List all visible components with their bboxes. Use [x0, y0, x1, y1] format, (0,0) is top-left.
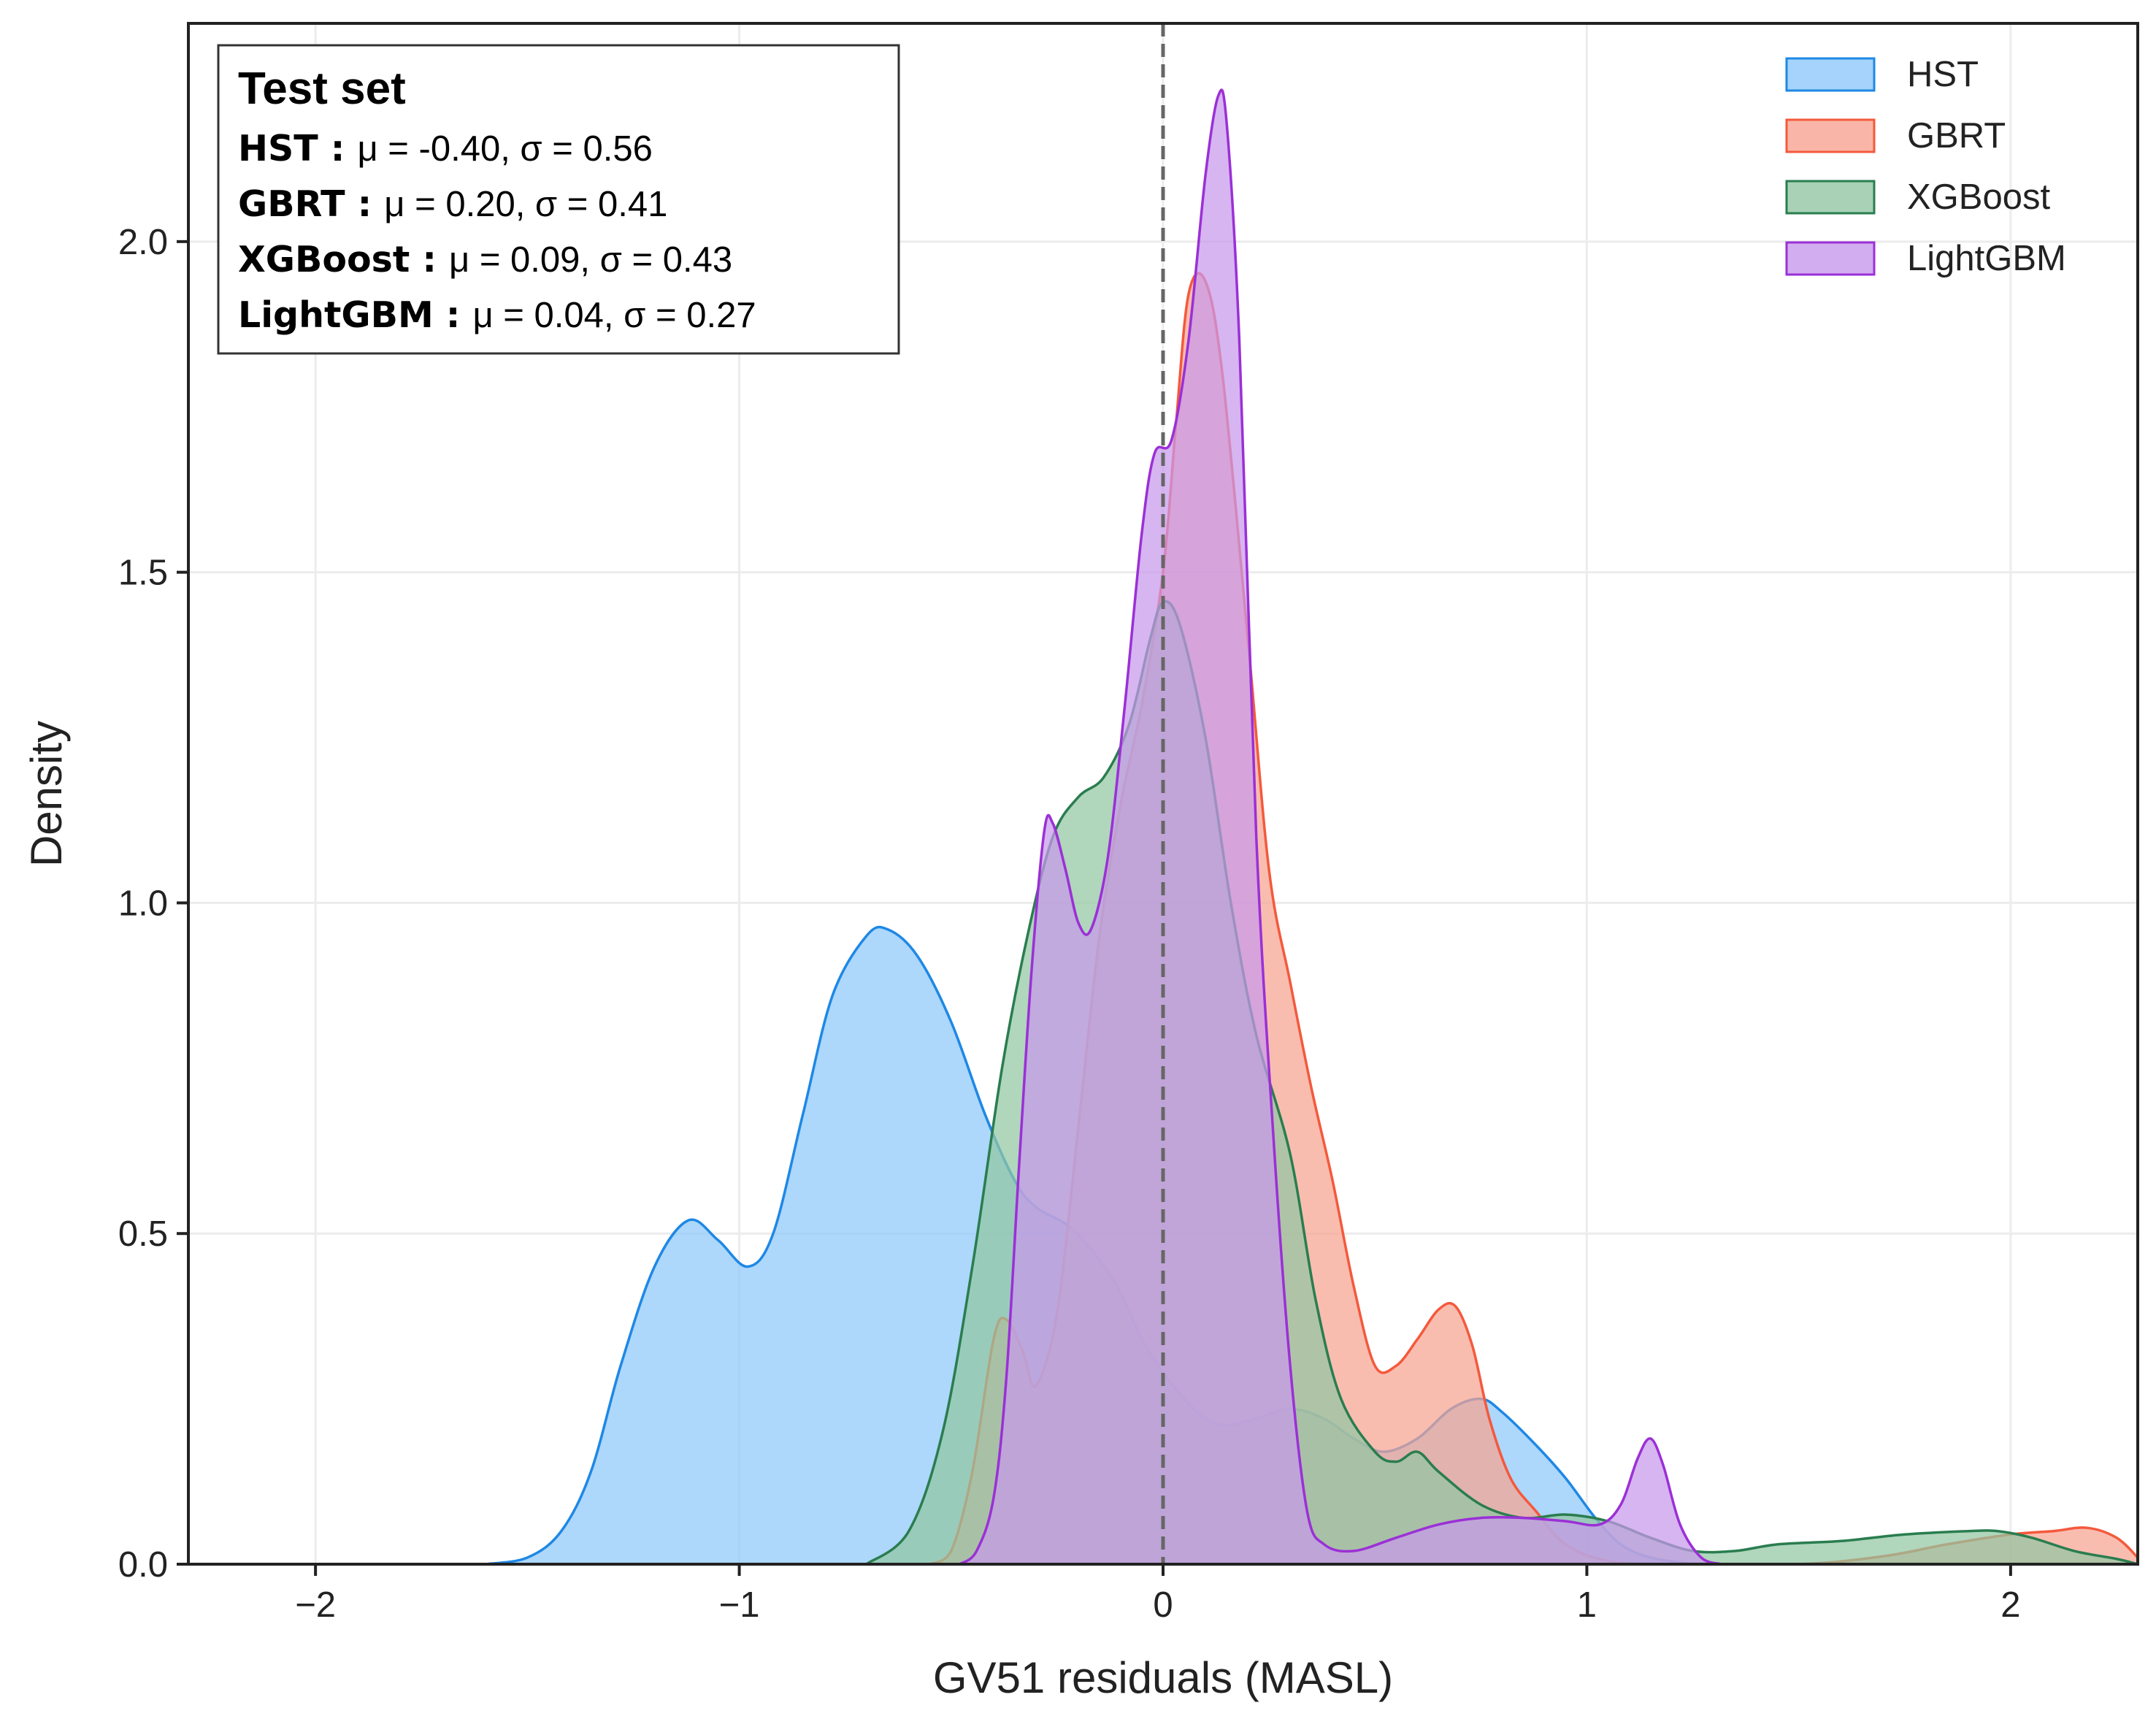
legend-label-xgboost: XGBoost — [1907, 177, 2050, 217]
legend-swatch-gbrt — [1785, 118, 1876, 153]
x-tick-label-4: 2 — [2000, 1585, 2020, 1625]
x-tick-label-0: −2 — [295, 1585, 336, 1625]
stats-box-frame — [217, 44, 900, 355]
legend-label-lightgbm: LightGBM — [1907, 239, 2066, 278]
y-axis: 0.0 0.5 1.0 1.5 2.0 — [118, 223, 188, 1585]
series-areas — [485, 88, 2139, 1566]
y-axis-title: Density — [22, 721, 71, 867]
stats-row-2: XGBoost : μ = 0.09, σ = 0.43 — [238, 239, 732, 280]
stats-row-values: μ = -0.40, σ = 0.56 — [357, 129, 652, 169]
legend-label-gbrt: GBRT — [1907, 116, 2006, 156]
legend: HST GBRT XGBoost LightGBM — [1785, 55, 2066, 278]
x-axis-title: GV51 residuals (MASL) — [933, 1653, 1393, 1702]
series-area-lightgbm — [956, 88, 1723, 1566]
stats-row-3: LightGBM : μ = 0.04, σ = 0.27 — [238, 294, 756, 336]
y-tick-label-0: 0.0 — [118, 1545, 168, 1585]
stats-row-values: μ = 0.09, σ = 0.43 — [449, 240, 732, 280]
x-tick-label-2: 0 — [1153, 1585, 1173, 1625]
stats-row-0: HST : μ = -0.40, σ = 0.56 — [238, 128, 653, 169]
stats-row-name: GBRT : — [238, 183, 384, 225]
stats-rows: HST : μ = -0.40, σ = 0.56 GBRT : μ = 0.20… — [238, 128, 756, 336]
y-tick-label-2: 1.0 — [118, 884, 168, 923]
stats-box-title: Test set — [238, 64, 406, 114]
legend-swatch-lightgbm — [1785, 241, 1876, 276]
stats-row-values: μ = 0.04, σ = 0.27 — [472, 296, 756, 335]
x-tick-label-3: 1 — [1577, 1585, 1597, 1625]
stats-box: Test set HST : μ = -0.40, σ = 0.56 GBRT :… — [217, 44, 900, 355]
stats-row-name: XGBoost : — [238, 239, 449, 280]
stats-row-values: μ = 0.20, σ = 0.41 — [384, 185, 667, 224]
legend-swatch-hst — [1785, 57, 1876, 92]
stats-row-1: GBRT : μ = 0.20, σ = 0.41 — [238, 183, 667, 225]
legend-swatch-xgboost — [1785, 180, 1876, 215]
y-tick-label-1: 0.5 — [118, 1214, 168, 1254]
x-tick-label-1: −1 — [719, 1585, 760, 1625]
y-tick-label-4: 2.0 — [118, 223, 168, 262]
x-axis: −2 −1 0 1 2 — [295, 1564, 2021, 1625]
y-tick-label-3: 1.5 — [118, 554, 168, 593]
stats-row-name: HST : — [238, 128, 357, 169]
legend-label-hst: HST — [1907, 55, 1979, 94]
stats-row-name: LightGBM : — [238, 294, 472, 336]
